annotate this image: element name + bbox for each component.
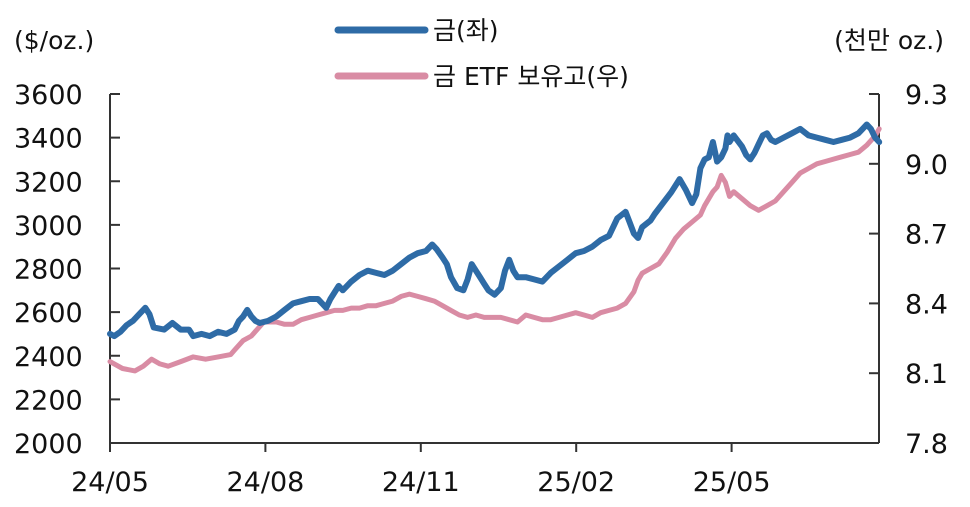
right-axis-ticks: 9.3 9.0 8.7 8.4 8.1 7.8 — [869, 80, 948, 460]
legend: 금(좌) 금 ETF 보유고(우) — [334, 16, 629, 91]
axes — [109, 94, 880, 444]
left-tick-label: 2200 — [14, 385, 83, 416]
left-tick-label: 3600 — [14, 80, 83, 111]
series-layer — [107, 121, 883, 374]
x-tick-label: 25/05 — [693, 467, 771, 498]
left-tick-label: 3200 — [14, 167, 83, 198]
left-tick-label: 3000 — [14, 211, 83, 242]
left-tick-label: 2800 — [14, 255, 83, 286]
right-tick-label: 9.0 — [905, 150, 948, 181]
x-tick-label: 24/08 — [226, 467, 304, 498]
x-tick-label: 24/05 — [71, 467, 149, 498]
x-axis-ticks: 24/05 24/08 24/11 25/02 25/05 — [71, 443, 771, 498]
left-axis-ticks: 3600 3400 3200 3000 2800 2600 2400 2200 2000 — [14, 80, 120, 460]
left-tick-label: 2000 — [14, 429, 83, 460]
legend-label-gold: 금(좌) — [433, 16, 499, 45]
left-tick-label: 3400 — [14, 124, 83, 155]
left-axis-unit: ($/oz.) — [14, 26, 94, 55]
x-tick-label: 25/02 — [537, 467, 615, 498]
right-tick-label: 9.3 — [905, 80, 948, 111]
right-tick-label: 8.1 — [905, 359, 948, 390]
left-tick-label: 2400 — [14, 342, 83, 373]
right-tick-label: 8.7 — [905, 220, 948, 251]
right-tick-label: 7.8 — [905, 429, 948, 460]
legend-label-etf-holdings: 금 ETF 보유고(우) — [433, 62, 629, 91]
x-tick-label: 24/11 — [382, 467, 460, 498]
left-tick-label: 2600 — [14, 298, 83, 329]
right-axis-unit: (천만 oz.) — [834, 26, 944, 55]
series-line-gold — [107, 121, 883, 340]
right-tick-label: 8.4 — [905, 289, 948, 320]
